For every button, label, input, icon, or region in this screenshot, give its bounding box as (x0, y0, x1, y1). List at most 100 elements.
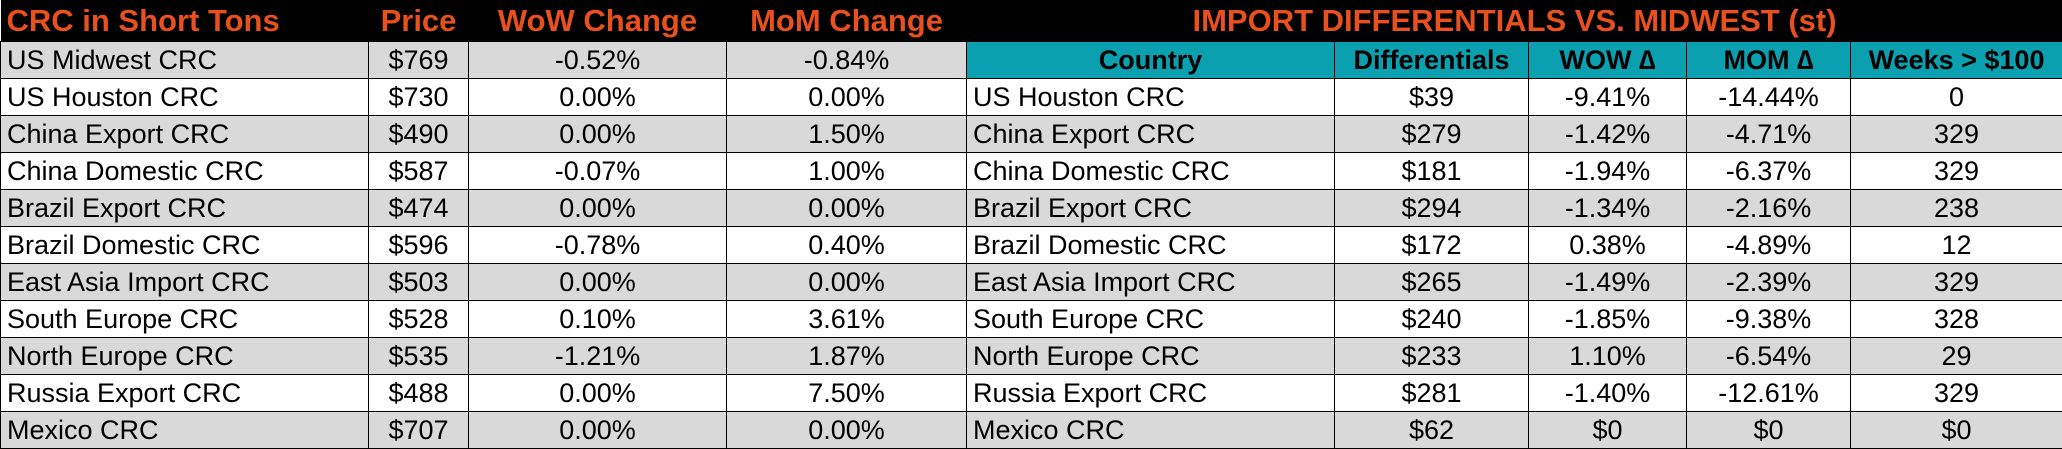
header-crc-in-short-tons: CRC in Short Tons (1, 0, 369, 42)
differential-cell: $39 (1335, 79, 1529, 116)
price-cell: $707 (369, 412, 469, 449)
mom-delta-cell: -2.16% (1687, 190, 1851, 227)
differential-cell: $172 (1335, 227, 1529, 264)
wow-change-cell: 0.00% (469, 116, 727, 153)
row-name: China Export CRC (1, 116, 369, 153)
mom-change-cell: 0.00% (727, 264, 967, 301)
differential-cell: $181 (1335, 153, 1529, 190)
mom-delta-cell: -4.71% (1687, 116, 1851, 153)
table-row: China Domestic CRC$181-1.94%-6.37%329 (967, 153, 2062, 190)
country-cell: North Europe CRC (967, 338, 1335, 375)
country-cell: South Europe CRC (967, 301, 1335, 338)
wow-change-cell: -0.52% (469, 42, 727, 79)
header-wow-delta: WOW ∆ (1529, 42, 1687, 79)
wow-delta-cell: $0 (1529, 412, 1687, 449)
row-name: East Asia Import CRC (1, 264, 369, 301)
mom-change-cell: 0.00% (727, 190, 967, 227)
country-cell: China Export CRC (967, 116, 1335, 153)
price-cell: $769 (369, 42, 469, 79)
wow-delta-cell: -1.34% (1529, 190, 1687, 227)
differential-cell: $265 (1335, 264, 1529, 301)
differential-cell: $294 (1335, 190, 1529, 227)
weeks-over-100-cell: 12 (1851, 227, 2062, 264)
crc-price-header-row: CRC in Short Tons Price WoW Change MoM C… (1, 0, 967, 42)
table-row: China Domestic CRC$587-0.07%1.00% (1, 153, 967, 190)
table-row: US Houston CRC$39-9.41%-14.44%0 (967, 79, 2062, 116)
wow-delta-cell: -1.42% (1529, 116, 1687, 153)
crc-price-panel: CRC in Short Tons Price WoW Change MoM C… (0, 0, 966, 440)
country-cell: Brazil Domestic CRC (967, 227, 1335, 264)
table-row: US Midwest CRC$769-0.52%-0.84% (1, 42, 967, 79)
header-price: Price (369, 0, 469, 42)
wow-change-cell: 0.00% (469, 412, 727, 449)
weeks-over-100-cell: 0 (1851, 79, 2062, 116)
header-weeks-over-100: Weeks > $100 (1851, 42, 2062, 79)
table-row: South Europe CRC$240-1.85%-9.38%328 (967, 301, 2062, 338)
weeks-over-100-cell: $0 (1851, 412, 2062, 449)
wow-change-cell: 0.00% (469, 79, 727, 116)
differential-cell: $240 (1335, 301, 1529, 338)
mom-change-cell: -0.84% (727, 42, 967, 79)
import-differentials-panel: IMPORT DIFFERENTIALS VS. MIDWEST (st) Co… (966, 0, 2062, 440)
wow-change-cell: -0.07% (469, 153, 727, 190)
wow-delta-cell: -1.49% (1529, 264, 1687, 301)
wow-delta-cell: 0.38% (1529, 227, 1687, 264)
country-cell: China Domestic CRC (967, 153, 1335, 190)
weeks-over-100-cell: 29 (1851, 338, 2062, 375)
row-name: China Domestic CRC (1, 153, 369, 190)
mom-change-cell: 1.00% (727, 153, 967, 190)
row-name: US Midwest CRC (1, 42, 369, 79)
mom-change-cell: 1.87% (727, 338, 967, 375)
wow-change-cell: 0.00% (469, 190, 727, 227)
row-name: South Europe CRC (1, 301, 369, 338)
wow-delta-cell: -9.41% (1529, 79, 1687, 116)
differential-cell: $62 (1335, 412, 1529, 449)
import-differentials-table: IMPORT DIFFERENTIALS VS. MIDWEST (st) Co… (966, 0, 2062, 449)
wow-change-cell: 0.10% (469, 301, 727, 338)
price-tables: CRC in Short Tons Price WoW Change MoM C… (0, 0, 2062, 440)
price-cell: $587 (369, 153, 469, 190)
differential-cell: $281 (1335, 375, 1529, 412)
country-cell: US Houston CRC (967, 79, 1335, 116)
table-row: Brazil Domestic CRC$596-0.78%0.40% (1, 227, 967, 264)
country-cell: East Asia Import CRC (967, 264, 1335, 301)
header-differentials: Differentials (1335, 42, 1529, 79)
row-name: Brazil Domestic CRC (1, 227, 369, 264)
price-cell: $528 (369, 301, 469, 338)
table-row: North Europe CRC$535-1.21%1.87% (1, 338, 967, 375)
wow-delta-cell: -1.94% (1529, 153, 1687, 190)
table-row: China Export CRC$279-1.42%-4.71%329 (967, 116, 2062, 153)
weeks-over-100-cell: 328 (1851, 301, 2062, 338)
weeks-over-100-cell: 329 (1851, 375, 2062, 412)
crc-price-table: CRC in Short Tons Price WoW Change MoM C… (0, 0, 967, 449)
mom-change-cell: 0.00% (727, 412, 967, 449)
price-cell: $503 (369, 264, 469, 301)
mom-change-cell: 7.50% (727, 375, 967, 412)
row-name: Russia Export CRC (1, 375, 369, 412)
mom-delta-cell: -12.61% (1687, 375, 1851, 412)
wow-delta-cell: -1.85% (1529, 301, 1687, 338)
price-cell: $730 (369, 79, 469, 116)
row-name: Brazil Export CRC (1, 190, 369, 227)
row-name: North Europe CRC (1, 338, 369, 375)
country-cell: Brazil Export CRC (967, 190, 1335, 227)
header-country: Country (967, 42, 1335, 79)
mom-change-cell: 0.40% (727, 227, 967, 264)
table-row: Russia Export CRC$281-1.40%-12.61%329 (967, 375, 2062, 412)
wow-change-cell: -1.21% (469, 338, 727, 375)
wow-change-cell: 0.00% (469, 375, 727, 412)
import-differentials-title: IMPORT DIFFERENTIALS VS. MIDWEST (st) (967, 0, 2062, 42)
wow-change-cell: 0.00% (469, 264, 727, 301)
mom-change-cell: 1.50% (727, 116, 967, 153)
price-cell: $490 (369, 116, 469, 153)
differentials-header-row: Country Differentials WOW ∆ MOM ∆ Weeks … (967, 42, 2062, 79)
wow-change-cell: -0.78% (469, 227, 727, 264)
header-mom-delta: MOM ∆ (1687, 42, 1851, 79)
table-row: East Asia Import CRC$265-1.49%-2.39%329 (967, 264, 2062, 301)
price-cell: $474 (369, 190, 469, 227)
